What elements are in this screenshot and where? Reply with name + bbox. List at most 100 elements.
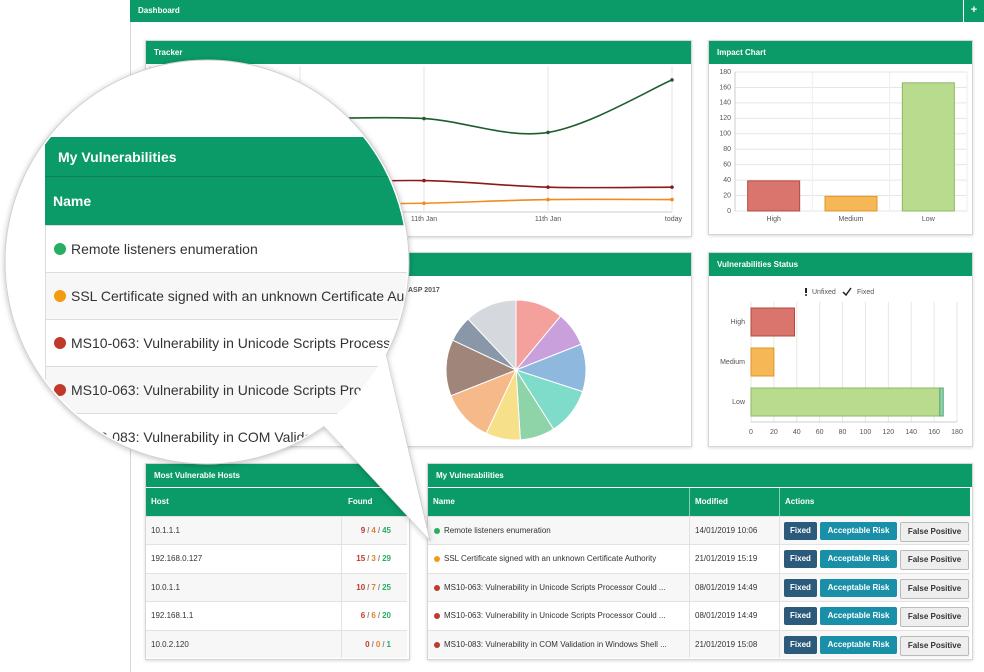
x-tick-label: 140 (905, 429, 917, 436)
y-tick-label: 80 (723, 146, 731, 153)
action-button[interactable]: False Positive (900, 607, 969, 628)
magnifier: My Vulnerabilities Name Remote listeners… (7, 62, 407, 462)
zoom-vulnerability-name: MS10-083: Vulnerability in COM Validatio… (71, 429, 407, 445)
zoom-status-dot (54, 337, 66, 349)
table-row: MS10-063: Vulnerability in Unicode Scrip… (428, 572, 970, 602)
x-tick-label: 160 (928, 429, 940, 436)
legend-icon (805, 294, 807, 296)
vulnerabilities-panel: My Vulnerabilities Name Modified Actions Rem… (427, 463, 973, 660)
found-counts: 0/0/1 (365, 631, 391, 659)
found-count: 45 (382, 526, 391, 535)
x-tick-label: Low (922, 216, 936, 223)
host-name: 10.0.1.1 (151, 582, 180, 592)
table-header-row: Host Found (146, 488, 407, 516)
y-tick-label: 140 (719, 100, 731, 107)
found-count: 15 (356, 554, 366, 564)
action-button[interactable]: False Positive (900, 550, 969, 571)
legend-icon (842, 287, 852, 297)
panel-title: Most Vulnerable Hosts (146, 464, 409, 487)
separator: / (367, 582, 370, 592)
add-button[interactable]: + (963, 0, 984, 22)
cell-divider (779, 630, 780, 658)
zoom-header-row: Name (45, 177, 407, 225)
cell-divider (341, 630, 342, 658)
y-tick-label: Medium (720, 359, 745, 366)
zoom-vulnerability-name: MS10-063: Vulnerability in Unicode Scrip… (71, 382, 407, 398)
bar (824, 195, 878, 212)
modified-date: 08/01/2019 14:49 (695, 611, 758, 621)
found-count: 25 (382, 582, 391, 592)
host-name: 192.168.0.127 (151, 554, 203, 564)
action-button[interactable]: Acceptable Risk (820, 635, 897, 654)
pie-slice (445, 339, 518, 397)
table-row: 192.168.0.127 15/3/29 (146, 544, 407, 573)
separator: / (367, 554, 370, 564)
cell-divider (689, 545, 690, 573)
separator: / (367, 526, 370, 535)
bar (901, 82, 955, 212)
action-button[interactable]: Fixed (784, 522, 817, 540)
column-header: Name (433, 497, 455, 506)
y-tick-label: 20 (723, 192, 731, 199)
status-dot (434, 528, 440, 534)
y-tick-label: 160 (719, 84, 731, 91)
separator: / (377, 611, 381, 621)
action-button[interactable]: False Positive (900, 522, 969, 542)
vulnerability-name: MS10-063: Vulnerability in Unicode Scrip… (444, 582, 666, 592)
y-tick-label: 40 (723, 177, 731, 184)
vulnerability-name: MS10-063: Vulnerability in Unicode Scrip… (444, 611, 666, 621)
host-name: 10.1.1.1 (151, 526, 180, 535)
found-counts: 6/6/20 (361, 602, 391, 630)
zoom-row: MS10-063: Vulnerability in Unicode Scrip… (45, 319, 407, 366)
zoom-row: SSL Certificate signed with an unknown C… (45, 272, 407, 319)
action-button[interactable]: Fixed (784, 635, 817, 654)
status-dot (434, 613, 440, 620)
y-tick-label: 180 (719, 69, 731, 76)
found-count: 4 (371, 526, 376, 535)
separator: / (367, 611, 370, 621)
y-tick-label: Low (732, 399, 746, 406)
status-dot (434, 556, 440, 563)
zoom-title: My Vulnerabilities (58, 149, 177, 165)
bar (750, 307, 795, 337)
panel-title: My Vulnerabilities (428, 464, 972, 487)
action-button[interactable]: Fixed (784, 607, 817, 626)
zoom-row: Remote listeners enumeration (45, 225, 407, 272)
x-tick-label: 11th Jan (535, 216, 561, 223)
cell-divider (341, 517, 342, 545)
table-row: MS10-083: Vulnerability in COM Validatio… (428, 629, 970, 658)
x-tick-label: 11th Jan (411, 216, 437, 223)
cell-divider (779, 573, 780, 602)
vulnerability-name: Remote listeners enumeration (444, 526, 551, 535)
x-tick-label: 80 (839, 429, 847, 436)
cell-divider (689, 517, 690, 545)
action-button[interactable]: False Positive (900, 578, 969, 599)
action-button[interactable]: Acceptable Risk (820, 607, 897, 626)
cell-divider (341, 602, 342, 630)
separator: / (377, 526, 381, 535)
bar (750, 387, 941, 417)
action-button[interactable]: Fixed (784, 550, 817, 569)
action-button[interactable]: False Positive (900, 635, 969, 656)
action-button[interactable]: Acceptable Risk (820, 522, 897, 540)
cell-divider (779, 545, 780, 573)
x-tick-label: High (766, 216, 781, 223)
action-button[interactable]: Acceptable Risk (820, 578, 897, 597)
found-counts: 15/3/29 (356, 545, 391, 573)
panel-title: Vulnerabilities Status (709, 253, 972, 276)
line-point (670, 78, 674, 82)
table-row: 10.1.1.1 9/4/45 (146, 516, 407, 545)
found-count: 7 (371, 582, 376, 592)
line-point (670, 185, 674, 189)
action-button[interactable]: Fixed (784, 578, 817, 597)
found-counts: 10/7/25 (356, 574, 391, 602)
line-point (422, 201, 426, 206)
found-count: 0 (365, 639, 370, 649)
found-count: 1 (386, 639, 391, 649)
x-tick-label: 20 (770, 429, 778, 436)
table-row: 10.0.1.1 10/7/25 (146, 572, 407, 602)
action-button[interactable]: Acceptable Risk (820, 550, 897, 569)
cell-divider (689, 630, 690, 658)
